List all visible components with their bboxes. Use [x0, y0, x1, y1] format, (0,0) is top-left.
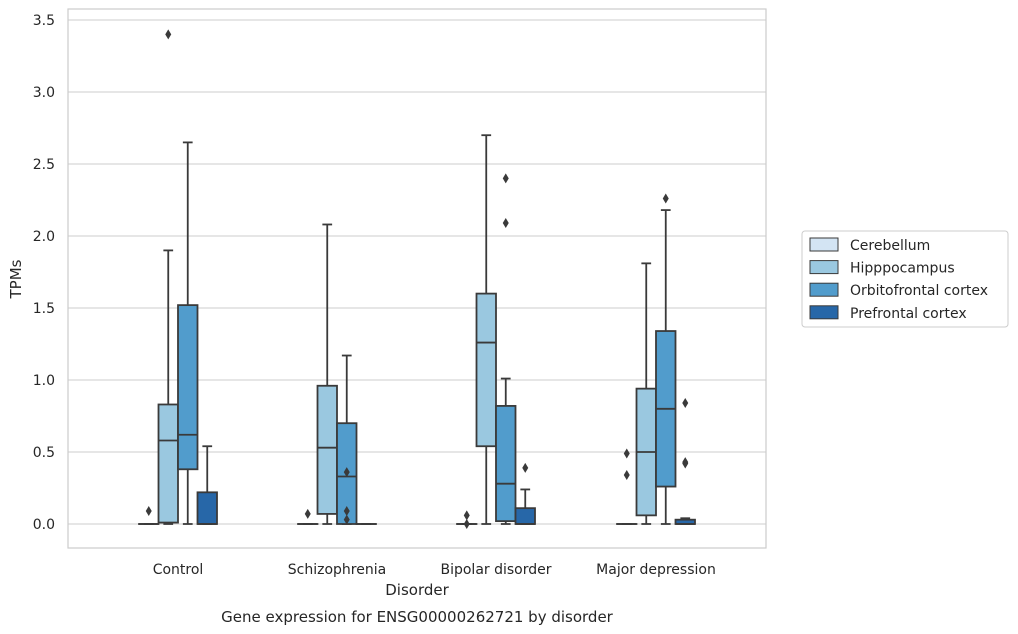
box-plot	[336, 354, 358, 525]
box-plot	[157, 29, 179, 525]
outlier-point	[304, 508, 311, 519]
legend-label: Prefrontal cortex	[850, 306, 967, 322]
outlier-point	[662, 193, 669, 204]
y-tick-label: 2.5	[33, 157, 55, 173]
y-tick-label: 0.5	[33, 445, 55, 461]
plot-frame	[67, 8, 767, 549]
box-plot	[297, 508, 319, 525]
box-plot	[456, 510, 478, 529]
box-plot	[177, 141, 199, 525]
outlier-point	[463, 519, 470, 529]
box-plot	[495, 173, 517, 525]
iqr-box	[316, 384, 338, 515]
outlier-point	[682, 398, 689, 409]
y-tick-label: 3.0	[33, 85, 55, 101]
legend-frame	[801, 230, 1009, 328]
outlier-point	[522, 462, 529, 473]
box-plot	[635, 262, 657, 525]
box-plot	[196, 445, 218, 525]
iqr-box	[514, 507, 536, 525]
y-axis-label: TPMs	[7, 259, 25, 299]
box-plot	[674, 398, 696, 525]
iqr-box	[157, 403, 179, 524]
outlier-point	[343, 467, 350, 478]
outlier-point	[343, 514, 350, 525]
x-tick-label: Control	[153, 562, 204, 578]
y-tick-label: 1.0	[33, 373, 55, 389]
outlier-point	[502, 173, 509, 184]
y-tick-label: 0.0	[33, 517, 55, 533]
box-plot	[316, 223, 338, 525]
box-plot	[514, 462, 536, 525]
iqr-box	[177, 304, 199, 471]
legend: Cerebellum Hipppocampus Orbitofrontal cort…	[801, 230, 1009, 328]
box-plot	[475, 134, 497, 525]
y-tick-label: 2.0	[33, 229, 55, 245]
outlier-point	[623, 470, 630, 481]
outlier-point	[463, 510, 470, 521]
iqr-box	[475, 292, 497, 448]
x-tick-labels: Control Schizophrenia Bipolar disorder Majo…	[153, 562, 716, 578]
iqr-box	[196, 491, 218, 525]
box-plot	[655, 193, 677, 525]
legend-swatch	[809, 282, 839, 297]
chart-caption: Gene expression for ENSG00000262721 by d…	[221, 608, 614, 626]
outlier-point	[502, 218, 509, 229]
outlier-point	[165, 29, 172, 40]
legend-label: Orbitofrontal cortex	[850, 283, 988, 299]
outlier-point	[145, 506, 152, 517]
legend-swatch	[809, 237, 839, 252]
x-tick-label: Bipolar disorder	[440, 562, 551, 578]
x-tick-label: Major depression	[596, 562, 716, 578]
plot-boxes	[138, 29, 696, 529]
outlier-point	[682, 458, 689, 469]
legend-swatch	[809, 305, 839, 320]
y-tick-labels: 0.0 0.5 1.0 1.5 2.0 2.5 3.0 3.5	[33, 13, 55, 533]
legend-label: Cerebellum	[850, 238, 930, 254]
box-plot	[616, 448, 638, 525]
box-plot	[138, 506, 160, 525]
outlier-point	[623, 448, 630, 459]
x-axis-label: Disorder	[385, 581, 449, 599]
y-tick-label: 1.5	[33, 301, 55, 317]
legend-swatch	[809, 260, 839, 275]
legend-label: Hipppocampus	[850, 261, 955, 277]
y-tick-label: 3.5	[33, 13, 55, 29]
iqr-box	[495, 405, 517, 523]
x-tick-label: Schizophrenia	[288, 562, 386, 578]
outlier-point	[343, 506, 350, 517]
